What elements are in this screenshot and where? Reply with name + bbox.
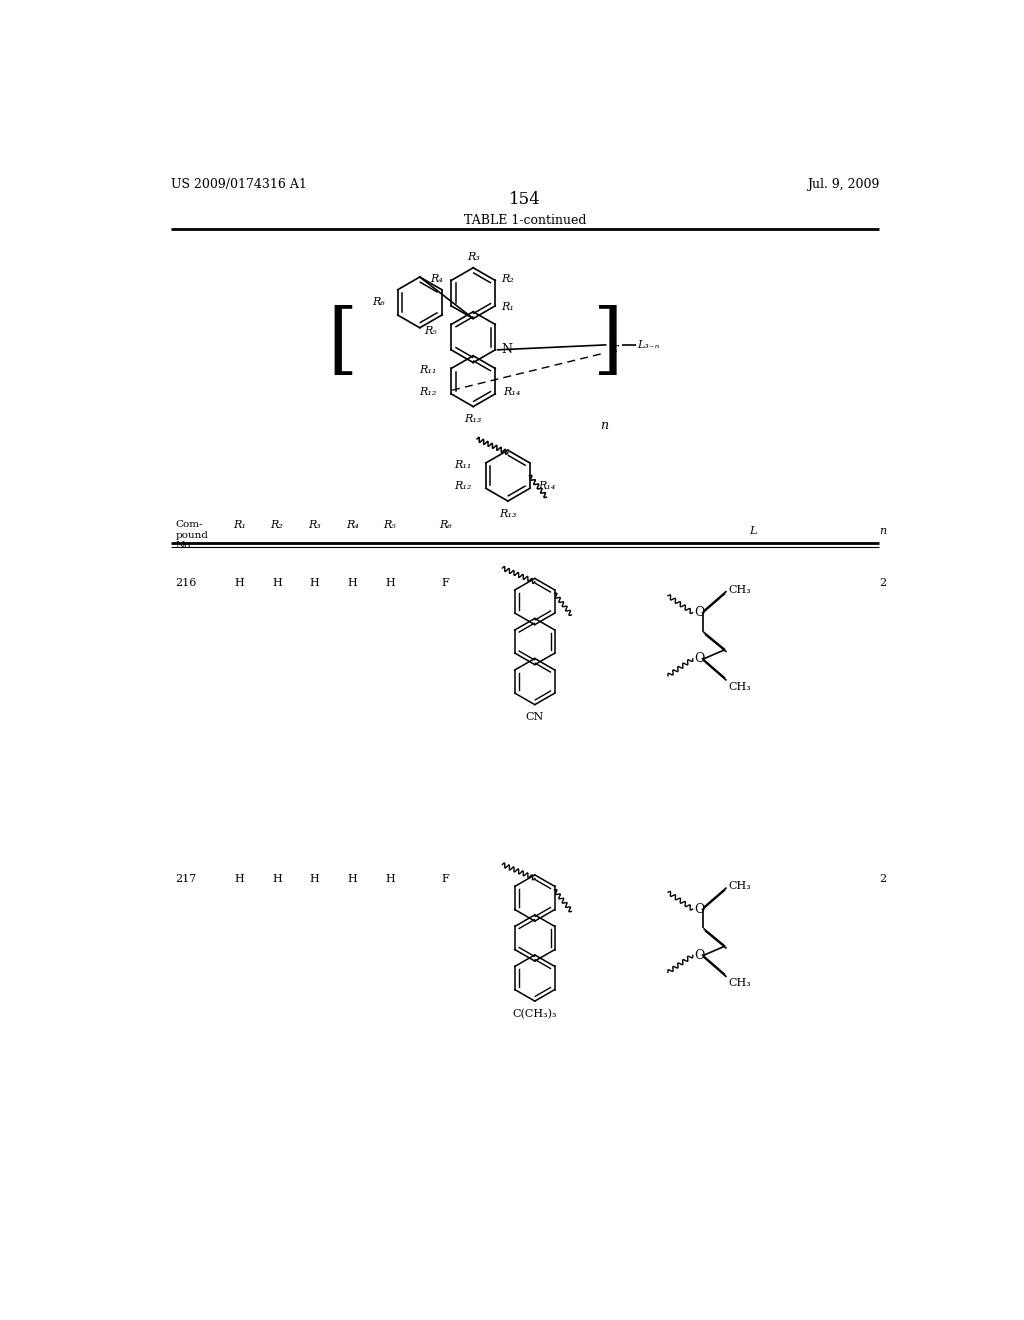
Text: R₃: R₃ [467,252,479,261]
Text: H: H [272,578,282,587]
Text: H: H [234,578,244,587]
Text: R₃: R₃ [308,520,322,531]
Text: H: H [234,875,244,884]
Text: ]: ] [593,305,623,381]
Text: n: n [600,418,608,432]
Text: R₁₂: R₁₂ [420,387,437,397]
Text: N: N [502,343,512,356]
Text: R₁: R₁ [502,302,514,313]
Text: R₆: R₆ [439,520,452,531]
Text: [: [ [328,305,357,381]
Text: R₁₁: R₁₁ [455,459,472,470]
Text: C(CH₃)₃: C(CH₃)₃ [513,1008,557,1019]
Text: O: O [694,606,705,619]
Text: O: O [694,903,705,916]
Text: 154: 154 [509,191,541,207]
Text: H: H [309,875,319,884]
Text: O: O [694,652,705,665]
Text: CH₃: CH₃ [728,978,751,989]
Text: R₅: R₅ [384,520,396,531]
Text: 2: 2 [880,578,887,587]
Text: O: O [694,949,705,962]
Text: R₁: R₁ [232,520,246,531]
Text: CN: CN [525,713,544,722]
Text: CH₃: CH₃ [728,585,751,594]
Text: R₁₁: R₁₁ [420,366,437,375]
Text: Ir: Ir [608,342,618,355]
Text: 216: 216 [175,578,197,587]
Text: Jul. 9, 2009: Jul. 9, 2009 [807,178,879,190]
Text: H: H [385,875,395,884]
Text: R₄: R₄ [346,520,358,531]
Text: n: n [880,527,887,536]
Text: R₁₄: R₁₄ [503,387,520,397]
Text: CH₃: CH₃ [728,880,751,891]
Text: Com-
pound
No.: Com- pound No. [175,520,208,550]
Text: H: H [385,578,395,587]
Text: R₁₂: R₁₂ [455,482,472,491]
Text: 2: 2 [880,875,887,884]
Text: R₂: R₂ [270,520,284,531]
Text: R₆: R₆ [373,297,385,308]
Text: R₁₄: R₁₄ [538,482,555,491]
Text: 217: 217 [175,875,197,884]
Text: R₁₃: R₁₃ [465,414,482,424]
Text: H: H [272,875,282,884]
Text: R₅: R₅ [424,326,437,337]
Text: H: H [347,578,357,587]
Text: L: L [749,527,757,536]
Text: R₁₃: R₁₃ [499,508,516,519]
Text: US 2009/0174316 A1: US 2009/0174316 A1 [171,178,306,190]
Text: L₃₋ₙ: L₃₋ₙ [637,339,659,350]
Text: F: F [441,578,450,587]
Text: CH₃: CH₃ [728,682,751,692]
Text: R₂: R₂ [502,275,514,284]
Text: H: H [309,578,319,587]
Text: H: H [347,875,357,884]
Text: TABLE 1-continued: TABLE 1-continued [464,214,586,227]
Text: R₄: R₄ [431,275,443,284]
Text: F: F [441,875,450,884]
